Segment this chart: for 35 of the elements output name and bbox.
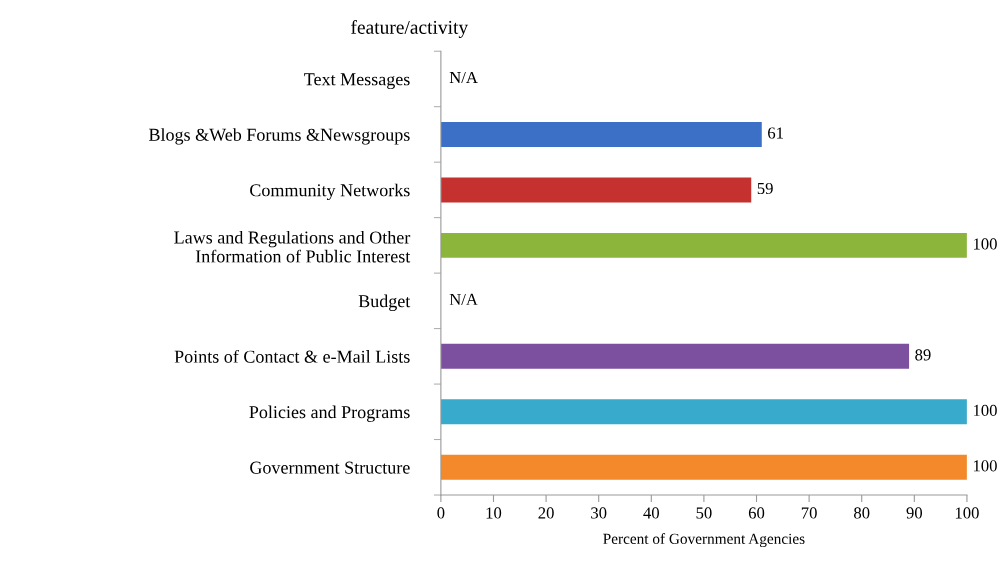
x-tick-label: 50 — [696, 507, 712, 519]
x-tick-label: 10 — [486, 507, 502, 519]
x-tick-label: 0 — [437, 507, 445, 519]
y-tick-label: Laws and Regulations and Other Information of Public Interest — [174, 230, 411, 263]
data-label: 89 — [915, 349, 931, 361]
x-tick-label: 90 — [906, 507, 923, 519]
bar — [440, 454, 967, 480]
y-tick-label: Policies and Programs — [249, 405, 410, 422]
x-tick-label: 100 — [955, 507, 979, 519]
bar — [440, 399, 967, 425]
y-tick-label: Points of Contact & e-Mail Lists — [174, 349, 410, 363]
bar — [440, 121, 762, 147]
data-label: 100 — [973, 460, 997, 472]
x-tick-label: 80 — [854, 507, 870, 519]
bar — [440, 232, 967, 258]
x-axis-title: Percent of Government Agencies — [603, 533, 805, 548]
x-tick-label: 30 — [591, 507, 607, 519]
y-tick-label: Budget — [358, 294, 411, 312]
x-tick-label: 60 — [748, 507, 765, 519]
data-label: 100 — [973, 404, 997, 416]
y-tick-label: Text Messages — [304, 73, 410, 90]
y-tick-label: Community Networks — [250, 183, 410, 201]
bar — [440, 177, 752, 203]
bar — [440, 343, 910, 369]
x-tick-label: 70 — [801, 507, 817, 519]
chart-title: feature/activity — [351, 20, 469, 38]
data-label: 59 — [757, 182, 773, 195]
data-label: 100 — [973, 238, 997, 250]
y-tick-label: Government Structure — [250, 461, 410, 474]
x-tick-label: 20 — [538, 507, 554, 519]
text: N/A — [449, 293, 478, 306]
x-tick-label: 40 — [643, 507, 659, 519]
y-tick-label: Blogs &Web Forums &Newsgroups — [148, 128, 410, 145]
text: N/A — [449, 71, 478, 84]
data-label: 61 — [768, 127, 783, 139]
